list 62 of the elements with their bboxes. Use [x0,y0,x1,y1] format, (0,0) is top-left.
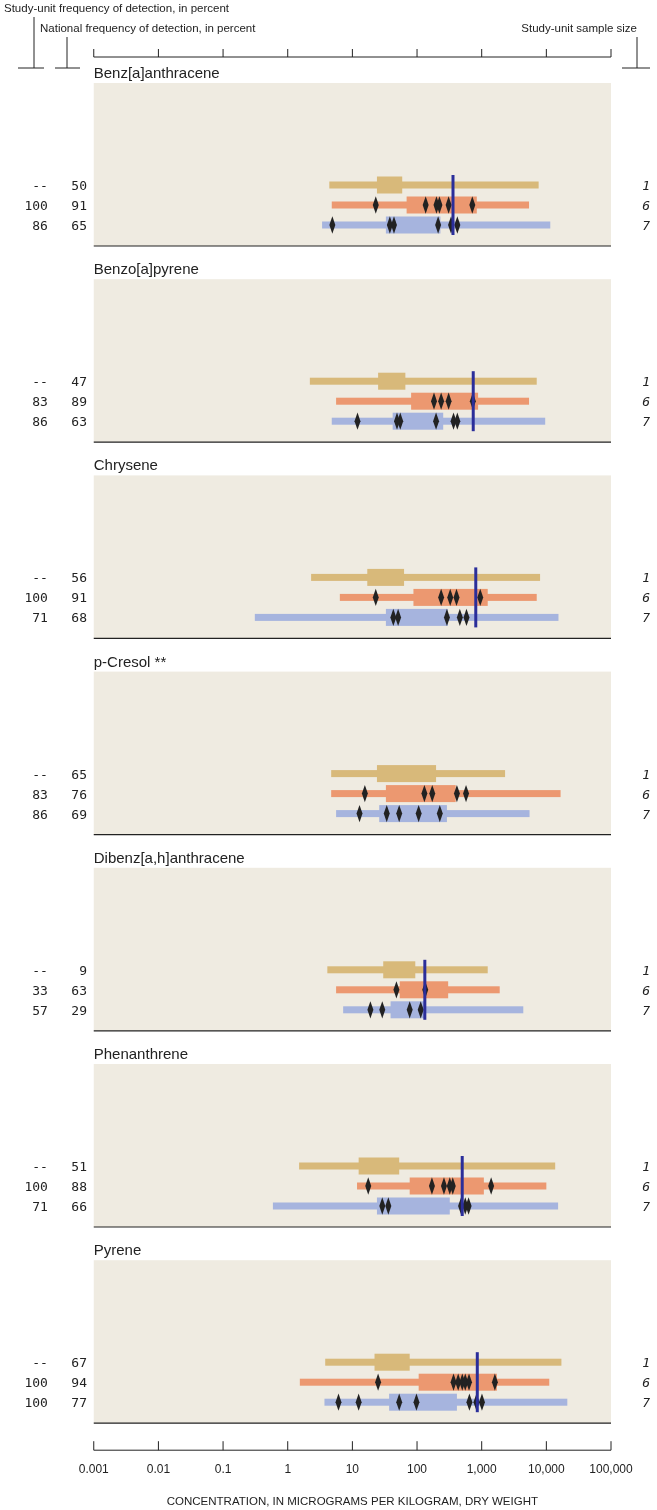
x-tick-label: 100 [407,1462,428,1477]
text: 7 [642,806,651,822]
y-tick-label: 86 69 [24,806,87,822]
text: 6 [642,394,651,410]
text: 1 [642,1159,650,1174]
text: 6 [642,590,651,606]
text: 1 [642,178,650,193]
x-axis-title: CONCENTRATION, IN MICROGRAMS PER KILOGRAM, DRY WEIGHT [166,1495,538,1508]
y-tick-label: -- 67 [24,1355,87,1371]
text: 7 [642,1395,651,1411]
y-tick-label: -- 50 [24,178,87,193]
x-tick-label: 1 [284,1462,292,1477]
y-tick-label: -- 65 [24,766,87,782]
text: National frequency of detection, in percent [40,22,257,34]
y-tick-label: 86 65 [24,218,87,233]
text: 1 [642,570,650,586]
y-tick-label: 100 91 [24,198,87,213]
y-tick-label: -- 9 [24,962,87,978]
y-tick-label: 83 89 [24,394,87,410]
y-tick-label: 71 68 [24,610,87,626]
chart-title: Phenanthrene [93,1045,188,1062]
text: 1 [642,374,650,390]
y-tick-label: -- 56 [24,570,87,586]
text: 6 [642,1179,651,1194]
text: 1 [642,1355,650,1371]
text: 7 [642,414,651,430]
x-tick-label: 1,000 [466,1462,498,1477]
text: 1 [642,962,650,978]
text: 6 [642,198,651,213]
y-tick-label: 71 66 [24,1199,87,1214]
text: 7 [642,610,651,626]
x-tick-label: 10,000 [527,1462,566,1477]
chart-title: Benz[a]anthracene [93,64,220,81]
y-tick-label: 100 77 [24,1395,87,1411]
text: Study-unit frequency of detection, in percent [4,2,230,14]
y-tick-label: -- 51 [24,1159,87,1174]
x-tick-label: 100,000 [589,1462,634,1477]
y-tick-label: 57 29 [24,1002,87,1018]
y-tick-label: 100 91 [24,590,87,606]
text: 7 [642,1002,651,1018]
y-tick-label: 83 76 [24,786,87,802]
chart-title: Benzo[a]pyrene [93,260,199,278]
text: 6 [642,1375,651,1391]
y-tick-label: -- 47 [24,374,87,390]
text: 6 [642,786,651,802]
text: 7 [642,218,651,233]
text: 1 [642,766,650,782]
chart-title: Dibenz[a,h]anthracene [93,848,245,866]
chart-title: p-Cresol ** [93,652,167,670]
text: Study-unit sample size [521,22,637,34]
chart-title: Chrysene [93,456,158,474]
chart-title: Pyrene [93,1241,142,1259]
y-tick-label: 100 94 [24,1375,88,1391]
text: 7 [642,1199,651,1214]
x-tick-label: 0.01 [146,1462,171,1477]
y-tick-label: 33 63 [24,982,87,998]
text: 6 [642,982,651,998]
x-tick-label: 0.1 [214,1462,232,1477]
y-tick-label: 86 63 [24,414,87,430]
y-tick-label: 100 88 [24,1179,87,1194]
x-tick-label: 0.001 [78,1462,110,1477]
x-tick-label: 10 [345,1462,360,1477]
